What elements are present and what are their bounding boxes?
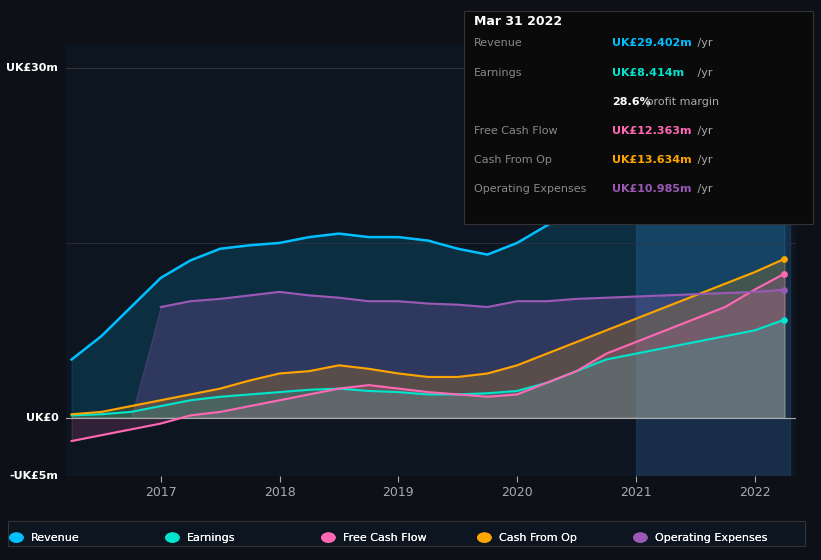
Text: UK£0: UK£0 [25, 413, 58, 423]
Text: Earnings: Earnings [187, 533, 236, 543]
Point [778, 269, 791, 278]
Text: UK£30m: UK£30m [7, 63, 58, 73]
Circle shape [166, 533, 179, 542]
Text: -UK£5m: -UK£5m [10, 471, 58, 481]
Circle shape [478, 533, 491, 542]
Point [778, 285, 791, 294]
Circle shape [634, 533, 647, 542]
Bar [636, 45, 791, 476]
Text: Revenue: Revenue [31, 533, 80, 543]
Text: Cash From Op: Cash From Op [499, 533, 577, 543]
Circle shape [478, 533, 491, 542]
Text: /yr: /yr [694, 184, 713, 194]
Text: /yr: /yr [694, 126, 713, 136]
Text: Earnings: Earnings [474, 68, 522, 78]
Text: UK£13.634m: UK£13.634m [612, 155, 691, 165]
FancyBboxPatch shape [8, 521, 805, 546]
Text: /yr: /yr [694, 68, 713, 78]
Text: UK£12.363m: UK£12.363m [612, 126, 691, 136]
Text: Mar 31 2022: Mar 31 2022 [474, 15, 562, 28]
Text: 28.6%: 28.6% [612, 97, 650, 107]
Point [778, 71, 791, 80]
Text: Free Cash Flow: Free Cash Flow [343, 533, 427, 543]
Circle shape [166, 533, 179, 542]
Point [778, 254, 791, 263]
Point [778, 315, 791, 324]
Text: /yr: /yr [694, 155, 713, 165]
Circle shape [10, 533, 23, 542]
Text: Free Cash Flow: Free Cash Flow [474, 126, 557, 136]
Text: UK£29.402m: UK£29.402m [612, 39, 691, 49]
Text: Operating Expenses: Operating Expenses [655, 533, 768, 543]
Circle shape [10, 533, 23, 542]
Text: Free Cash Flow: Free Cash Flow [343, 533, 427, 543]
Circle shape [322, 533, 335, 542]
Text: Revenue: Revenue [474, 39, 522, 49]
Text: UK£10.985m: UK£10.985m [612, 184, 691, 194]
Text: Operating Expenses: Operating Expenses [474, 184, 586, 194]
Text: Operating Expenses: Operating Expenses [655, 533, 768, 543]
Circle shape [322, 533, 335, 542]
Text: /yr: /yr [694, 39, 713, 49]
Text: profit margin: profit margin [643, 97, 719, 107]
Text: Cash From Op: Cash From Op [499, 533, 577, 543]
Circle shape [634, 533, 647, 542]
Text: UK£8.414m: UK£8.414m [612, 68, 684, 78]
Text: Revenue: Revenue [31, 533, 80, 543]
Text: Earnings: Earnings [187, 533, 236, 543]
Text: Cash From Op: Cash From Op [474, 155, 552, 165]
